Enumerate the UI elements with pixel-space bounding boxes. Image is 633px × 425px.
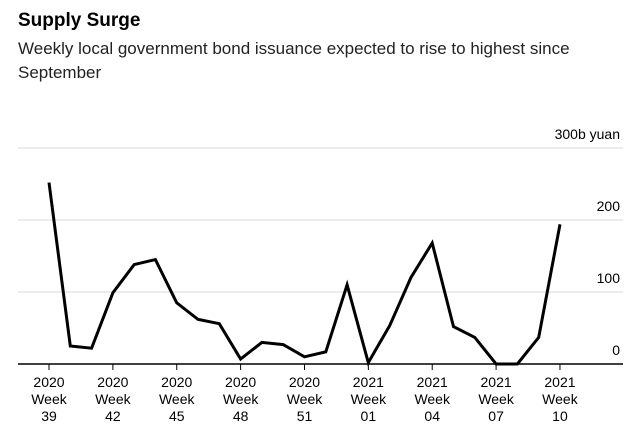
x-tick-label-week: 51 xyxy=(297,408,313,424)
x-tick-label-week_label: Week xyxy=(287,391,324,407)
x-tick-label-week: 07 xyxy=(488,408,504,424)
y-tick-label-200: 200 xyxy=(597,198,621,214)
x-tick-label-week: 45 xyxy=(169,408,185,424)
x-tick-label-year: 2020 xyxy=(33,374,64,390)
x-tick-label-week: 42 xyxy=(105,408,121,424)
y-tick-label-300: 300b yuan xyxy=(555,126,620,142)
x-tick-label-year: 2021 xyxy=(481,374,512,390)
x-tick-label-week_label: Week xyxy=(95,391,132,407)
x-tick-label-week: 04 xyxy=(424,408,440,424)
gridlines xyxy=(18,147,623,293)
x-tick-label-year: 2021 xyxy=(353,374,384,390)
y-tick-label-0: 0 xyxy=(612,342,620,358)
x-axis: 2020Week392020Week422020Week452020Week48… xyxy=(18,363,623,424)
x-tick-label-year: 2021 xyxy=(417,374,448,390)
series-line-0 xyxy=(47,182,562,367)
x-tick-label-year: 2020 xyxy=(225,374,256,390)
x-tick-label-week: 39 xyxy=(41,408,57,424)
x-tick-label-year: 2020 xyxy=(289,374,320,390)
x-tick-label-year: 2020 xyxy=(161,374,192,390)
x-tick-label-week: 01 xyxy=(361,408,377,424)
x-tick-label-year: 2020 xyxy=(97,374,128,390)
chart-title: Supply Surge xyxy=(18,10,141,31)
x-tick-label-week: 48 xyxy=(233,408,249,424)
x-tick-label-week_label: Week xyxy=(478,391,515,407)
chart-subtitle: Weekly local government bond issuance ex… xyxy=(18,39,570,82)
y-axis-labels: 0 100 200 300b yuan xyxy=(555,126,621,358)
x-tick-label-week_label: Week xyxy=(223,391,260,407)
x-tick-label-week_label: Week xyxy=(351,391,388,407)
x-tick-label-week_label: Week xyxy=(542,391,579,407)
x-tick-label-year: 2021 xyxy=(544,374,575,390)
x-tick-label-week: 10 xyxy=(552,408,568,424)
series-layer xyxy=(47,182,562,367)
y-tick-label-100: 100 xyxy=(597,270,621,286)
x-tick-label-week_label: Week xyxy=(31,391,68,407)
x-tick-label-week_label: Week xyxy=(414,391,451,407)
x-tick-label-week_label: Week xyxy=(159,391,196,407)
